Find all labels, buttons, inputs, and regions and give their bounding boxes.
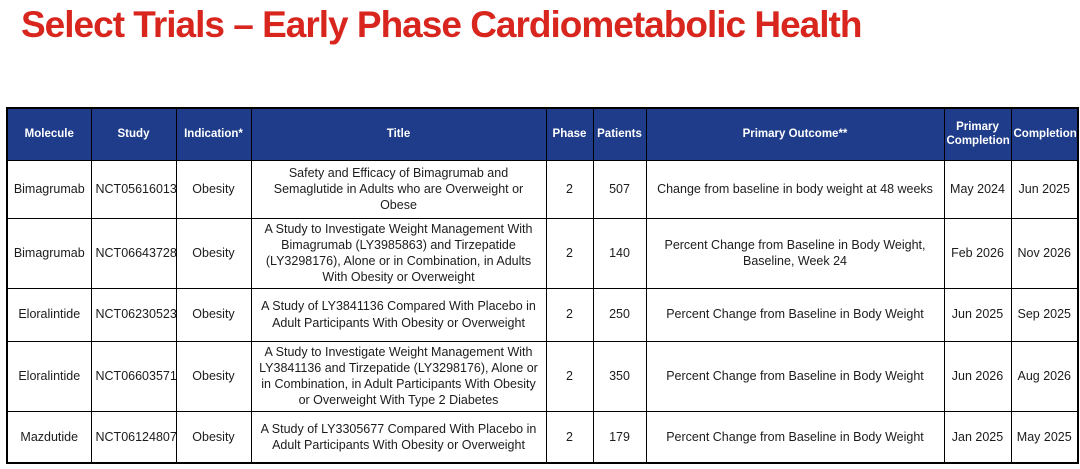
header-primary-completion: Primary Completion bbox=[943, 107, 1012, 161]
cell-patients: 507 bbox=[592, 159, 647, 219]
cell-title: A Study to Investigate Weight Management… bbox=[250, 217, 547, 289]
cell-patients: 179 bbox=[592, 410, 647, 464]
cell-primary-completion: Jun 2026 bbox=[943, 340, 1012, 412]
cell-primary-completion: Feb 2026 bbox=[943, 217, 1012, 289]
cell-study: NCT06124807 bbox=[90, 410, 177, 464]
cell-molecule: Bimagrumab bbox=[6, 217, 92, 289]
cell-primary-completion: Jan 2025 bbox=[943, 410, 1012, 464]
cell-indication: Obesity bbox=[175, 340, 252, 412]
cell-completion: Aug 2026 bbox=[1010, 340, 1079, 412]
cell-title: A Study of LY3841136 Compared With Place… bbox=[250, 287, 547, 342]
cell-study: NCT06643728 bbox=[90, 217, 177, 289]
header-completion: Completion bbox=[1010, 107, 1079, 161]
cell-completion: May 2025 bbox=[1010, 410, 1079, 464]
table-header-row: Molecule Study Indication* Title Phase P… bbox=[6, 107, 1079, 161]
cell-primary-outcome: Percent Change from Baseline in Body Wei… bbox=[645, 217, 945, 289]
header-title: Title bbox=[250, 107, 547, 161]
header-indication: Indication* bbox=[175, 107, 252, 161]
header-primary-outcome: Primary Outcome** bbox=[645, 107, 945, 161]
cell-study: NCT06230523 bbox=[90, 287, 177, 342]
cell-indication: Obesity bbox=[175, 159, 252, 219]
table-row: Bimagrumab NCT06643728 Obesity A Study t… bbox=[6, 217, 1079, 289]
cell-molecule: Bimagrumab bbox=[6, 159, 92, 219]
header-study: Study bbox=[90, 107, 177, 161]
cell-primary-outcome: Percent Change from Baseline in Body Wei… bbox=[645, 410, 945, 464]
cell-molecule: Mazdutide bbox=[6, 410, 92, 464]
cell-title: A Study of LY3305677 Compared With Place… bbox=[250, 410, 547, 464]
cell-primary-completion: May 2024 bbox=[943, 159, 1012, 219]
cell-primary-outcome: Change from baseline in body weight at 4… bbox=[645, 159, 945, 219]
cell-primary-completion: Jun 2025 bbox=[943, 287, 1012, 342]
trials-table: Molecule Study Indication* Title Phase P… bbox=[6, 107, 1079, 464]
table-row: Eloralintide NCT06230523 Obesity A Study… bbox=[6, 287, 1079, 342]
cell-study: NCT06603571 bbox=[90, 340, 177, 412]
cell-title: Safety and Efficacy of Bimagrumab and Se… bbox=[250, 159, 547, 219]
table-row: Eloralintide NCT06603571 Obesity A Study… bbox=[6, 340, 1079, 412]
cell-primary-outcome: Percent Change from Baseline in Body Wei… bbox=[645, 340, 945, 412]
cell-primary-outcome: Percent Change from Baseline in Body Wei… bbox=[645, 287, 945, 342]
header-phase: Phase bbox=[545, 107, 594, 161]
cell-phase: 2 bbox=[545, 410, 594, 464]
cell-completion: Jun 2025 bbox=[1010, 159, 1079, 219]
cell-completion: Sep 2025 bbox=[1010, 287, 1079, 342]
page-title: Select Trials – Early Phase Cardiometabo… bbox=[21, 4, 862, 45]
table-row: Bimagrumab NCT05616013 Obesity Safety an… bbox=[6, 159, 1079, 219]
cell-title: A Study to Investigate Weight Management… bbox=[250, 340, 547, 412]
header-molecule: Molecule bbox=[6, 107, 92, 161]
cell-phase: 2 bbox=[545, 287, 594, 342]
cell-patients: 140 bbox=[592, 217, 647, 289]
cell-phase: 2 bbox=[545, 159, 594, 219]
cell-molecule: Eloralintide bbox=[6, 340, 92, 412]
cell-study: NCT05616013 bbox=[90, 159, 177, 219]
cell-patients: 350 bbox=[592, 340, 647, 412]
header-patients: Patients bbox=[592, 107, 647, 161]
cell-phase: 2 bbox=[545, 340, 594, 412]
cell-patients: 250 bbox=[592, 287, 647, 342]
cell-completion: Nov 2026 bbox=[1010, 217, 1079, 289]
cell-phase: 2 bbox=[545, 217, 594, 289]
cell-molecule: Eloralintide bbox=[6, 287, 92, 342]
cell-indication: Obesity bbox=[175, 410, 252, 464]
table-row: Mazdutide NCT06124807 Obesity A Study of… bbox=[6, 410, 1079, 464]
cell-indication: Obesity bbox=[175, 287, 252, 342]
cell-indication: Obesity bbox=[175, 217, 252, 289]
